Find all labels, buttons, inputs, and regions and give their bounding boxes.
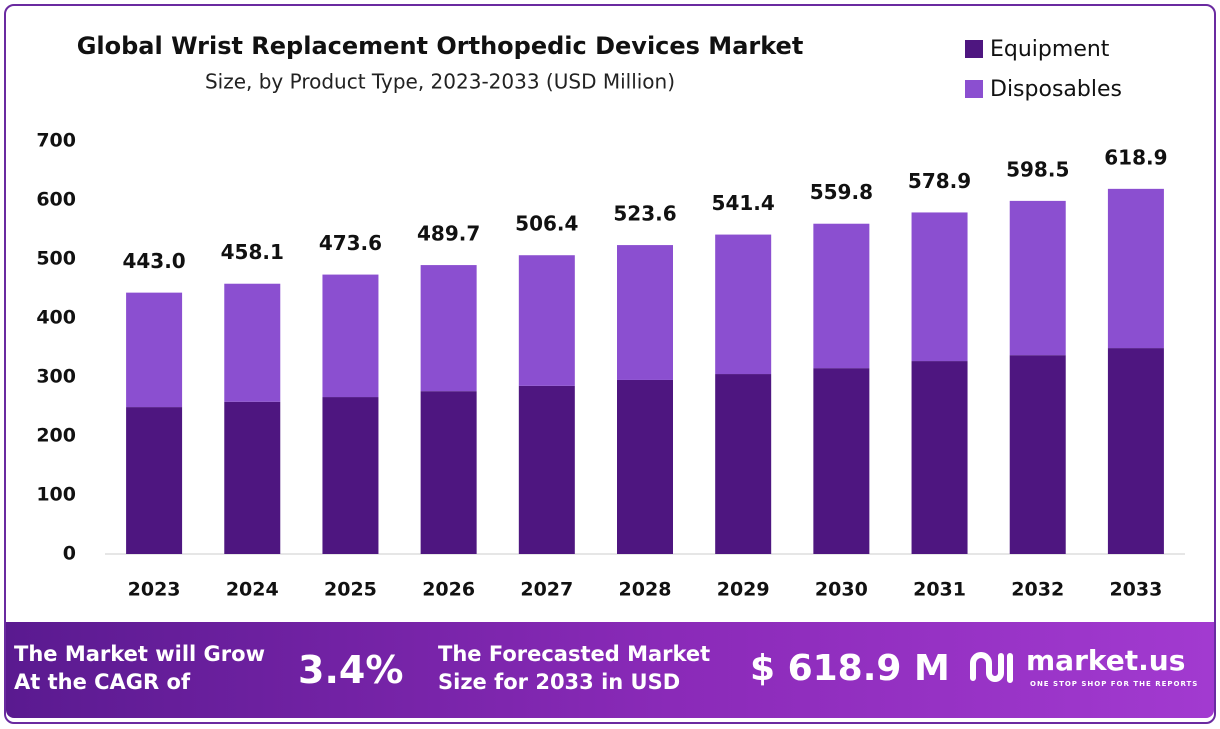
- bar-segment: [322, 397, 379, 554]
- bar-segment: [1107, 188, 1164, 349]
- total-label: 523.6: [613, 202, 676, 226]
- total-label: 458.1: [221, 240, 284, 264]
- total-label: 559.8: [810, 180, 873, 204]
- y-tick-label: 300: [36, 366, 76, 388]
- x-tick-label: 2028: [619, 579, 672, 601]
- total-label: 443.0: [122, 249, 185, 273]
- legend-swatch: [965, 40, 983, 58]
- bar-segment: [813, 223, 870, 369]
- x-tick-label: 2029: [717, 579, 770, 601]
- forecast-text: The Forecasted Market Size for 2033 in U…: [438, 642, 711, 694]
- y-tick-label: 500: [36, 248, 76, 270]
- cagr-value: 3.4%: [298, 648, 404, 692]
- chart-subtitle: Size, by Product Type, 2023-2033 (USD Mi…: [205, 70, 675, 94]
- bar-segment: [813, 368, 870, 554]
- bar-segment: [617, 245, 673, 380]
- x-tick-label: 2030: [815, 579, 868, 601]
- x-tick-label: 2024: [226, 579, 279, 601]
- chart-title: Global Wrist Replacement Orthopedic Devi…: [77, 32, 804, 60]
- bar-segment: [126, 292, 183, 408]
- legend-label: Equipment: [990, 37, 1110, 62]
- total-label: 578.9: [908, 169, 971, 193]
- legend-swatch: [965, 80, 983, 98]
- x-tick-label: 2033: [1109, 579, 1162, 601]
- y-tick-label: 0: [63, 543, 76, 565]
- frame: [4, 4, 1216, 724]
- total-label: 489.7: [417, 222, 480, 246]
- y-tick-label: 600: [36, 189, 76, 211]
- footer: The Market will Grow At the CAGR of 3.4%…: [6, 622, 1214, 718]
- total-label: 541.4: [712, 191, 775, 215]
- cagr-text: The Market will Grow At the CAGR of: [14, 642, 265, 694]
- x-tick-label: 2026: [422, 579, 475, 601]
- y-tick-label: 400: [36, 307, 76, 329]
- tagline: ONE STOP SHOP FOR THE REPORTS: [1030, 680, 1199, 688]
- x-tick-label: 2027: [520, 579, 573, 601]
- x-tick-label: 2025: [324, 579, 377, 601]
- chart: Global Wrist Replacement Orthopedic Devi…: [36, 32, 1185, 601]
- bar-segment: [1107, 348, 1164, 554]
- x-tick-label: 2032: [1011, 579, 1064, 601]
- bar-segment: [224, 283, 281, 402]
- y-tick-label: 200: [36, 425, 76, 447]
- total-label: 618.9: [1104, 145, 1167, 169]
- brand: market.us: [1026, 644, 1186, 677]
- bar-segment: [420, 265, 477, 392]
- bar-segment: [715, 234, 772, 375]
- bar-segment: [715, 374, 772, 554]
- x-tick-label: 2023: [128, 579, 181, 601]
- total-label: 506.4: [515, 212, 578, 236]
- total-label: 473.6: [319, 231, 382, 255]
- bar-segment: [1009, 200, 1066, 356]
- y-tick-label: 700: [36, 130, 76, 152]
- bar-segment: [126, 407, 183, 554]
- total-label: 598.5: [1006, 157, 1069, 181]
- bar-segment: [420, 391, 477, 554]
- legend-label: Disposables: [990, 77, 1122, 102]
- bar-segment: [518, 255, 575, 386]
- forecast-value: $ 618.9 M: [750, 648, 950, 689]
- x-tick-label: 2031: [913, 579, 966, 601]
- bar-segment: [518, 385, 575, 554]
- bar-segment: [617, 379, 673, 554]
- logo-icon: [970, 652, 1013, 683]
- bar-segment: [911, 212, 968, 362]
- bar-segment: [322, 274, 379, 398]
- bar-segment: [911, 361, 968, 554]
- bar-segment: [224, 401, 281, 554]
- bar-segment: [1009, 355, 1066, 554]
- y-tick-label: 100: [36, 484, 76, 506]
